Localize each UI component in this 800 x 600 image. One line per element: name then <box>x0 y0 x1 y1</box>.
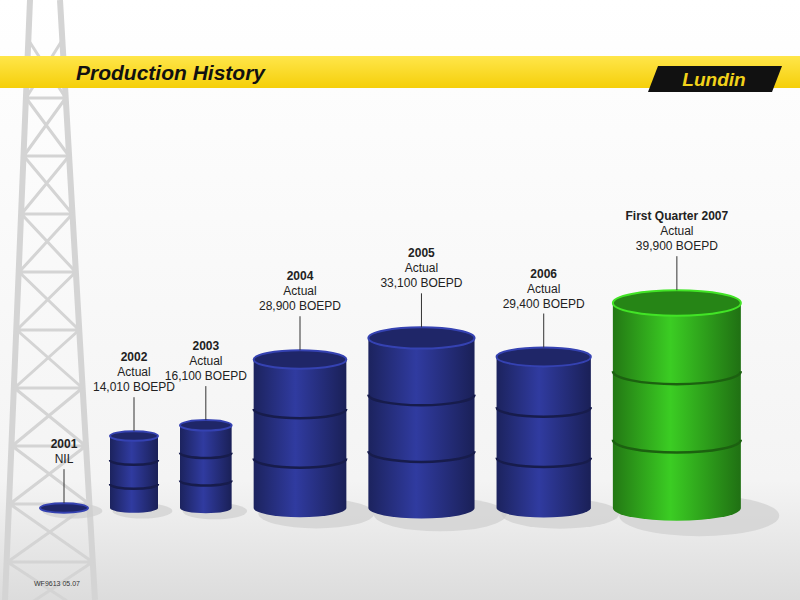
barrel <box>254 350 375 528</box>
barrel-ring <box>497 458 591 467</box>
derrick <box>5 0 96 600</box>
barrel-body <box>254 360 347 518</box>
barrel <box>40 503 102 518</box>
annotation: Actual <box>117 365 150 379</box>
barrel-ring <box>110 484 158 489</box>
barrel <box>180 420 247 519</box>
barrel <box>497 348 620 529</box>
barrel-body <box>613 303 741 521</box>
category-label: 2006 <box>530 267 557 281</box>
barrel-top <box>368 327 474 348</box>
barrel <box>110 431 172 518</box>
barrel-body <box>110 436 158 513</box>
data-label: 16,100 BOEPD <box>165 369 247 383</box>
category-label: 2004 <box>287 269 314 283</box>
barrel-top <box>254 350 347 369</box>
logo-text: Lundin <box>682 69 745 90</box>
data-label: 14,010 BOEPD <box>93 380 175 394</box>
plot-area <box>40 290 779 536</box>
leader-line <box>421 293 422 327</box>
labels: 2001NIL2002Actual14,010 BOEPD2003Actual1… <box>51 209 729 503</box>
barrel-ring <box>497 407 591 416</box>
data-label: NIL <box>55 452 74 466</box>
data-label: 28,900 BOEPD <box>259 299 341 313</box>
leader-line <box>300 316 301 350</box>
barrel-ring <box>180 453 232 458</box>
category-label: 2003 <box>192 339 219 353</box>
title: Production History <box>76 61 266 84</box>
annotation: Actual <box>527 282 560 296</box>
category-label: 2001 <box>51 437 78 451</box>
barrel-ring <box>368 451 474 462</box>
background <box>0 0 800 600</box>
barrel-body <box>497 357 591 517</box>
data-label: 39,900 BOEPD <box>636 239 718 253</box>
barrel-top <box>40 503 88 513</box>
annotation: Actual <box>283 284 316 298</box>
category-label: 2002 <box>121 350 148 364</box>
barrel <box>613 290 779 536</box>
logo-box <box>648 66 782 92</box>
data-label: 33,100 BOEPD <box>380 276 462 290</box>
data-label: 29,400 BOEPD <box>503 297 585 311</box>
barrel-ring <box>613 440 741 453</box>
barrel-ring <box>110 460 158 465</box>
barrel-top <box>613 290 741 316</box>
barrel-body <box>180 425 232 513</box>
barrel-body <box>368 338 474 519</box>
footer: WF9613 05.07 <box>34 580 80 587</box>
barrel-ring <box>368 395 474 406</box>
leader-line <box>543 314 544 348</box>
annotation: Actual <box>660 224 693 238</box>
leader-line <box>205 386 206 420</box>
barrel-top <box>110 431 158 441</box>
barrel <box>368 327 506 531</box>
barrel-top <box>180 420 232 430</box>
leader-line <box>64 469 65 503</box>
category-label: 2005 <box>408 246 435 260</box>
chart: Production History Lundin WF9613 05.07 2001… <box>0 0 800 600</box>
leader-line <box>134 397 135 431</box>
leader-line <box>676 256 677 290</box>
barrel-ring <box>180 480 232 485</box>
annotation: Actual <box>405 261 438 275</box>
barrel-ring <box>613 371 741 384</box>
annotation: Actual <box>189 354 222 368</box>
logo: Lundin <box>648 66 782 92</box>
category-label: First Quarter 2007 <box>626 209 729 223</box>
barrel-ring <box>254 409 347 418</box>
barrel-ring <box>254 459 347 468</box>
barrel-top <box>497 348 591 367</box>
